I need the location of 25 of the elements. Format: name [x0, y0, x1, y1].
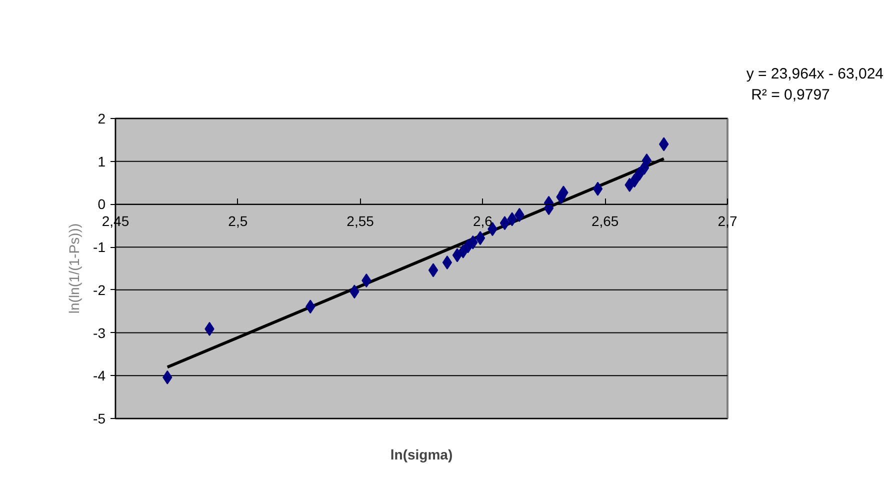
point [362, 274, 372, 288]
x-tick-label: 2,6 [472, 213, 493, 230]
y-tick-label: -2 [93, 282, 106, 298]
y-tick-label: -4 [93, 368, 106, 384]
y-tick-label: -3 [93, 324, 106, 341]
x-tick-label: 2,55 [346, 213, 374, 230]
x-tick-label: 2,65 [591, 213, 619, 230]
point [475, 231, 486, 246]
text: y = 23,964x - 63,024 [746, 66, 884, 82]
x-tick-label: 2,7 [718, 213, 738, 230]
point [442, 256, 452, 270]
x-tick-label: 2,5 [228, 213, 248, 230]
point [500, 216, 510, 230]
point [428, 263, 438, 278]
y-axis-title: ln(ln(1/(1-Ps))) [66, 223, 82, 314]
y-tick-label: 1 [98, 153, 106, 170]
y-tick-label: -1 [93, 239, 106, 256]
y-tick-label: 0 [98, 196, 106, 212]
point [642, 154, 652, 168]
point [592, 182, 603, 196]
y-tick-label: -5 [93, 410, 106, 426]
point [452, 248, 462, 262]
text: R² = 0,9797 [751, 86, 830, 104]
x-axis-title: ln(sigma) [390, 446, 453, 462]
y-tick-label: 2 [98, 110, 106, 126]
